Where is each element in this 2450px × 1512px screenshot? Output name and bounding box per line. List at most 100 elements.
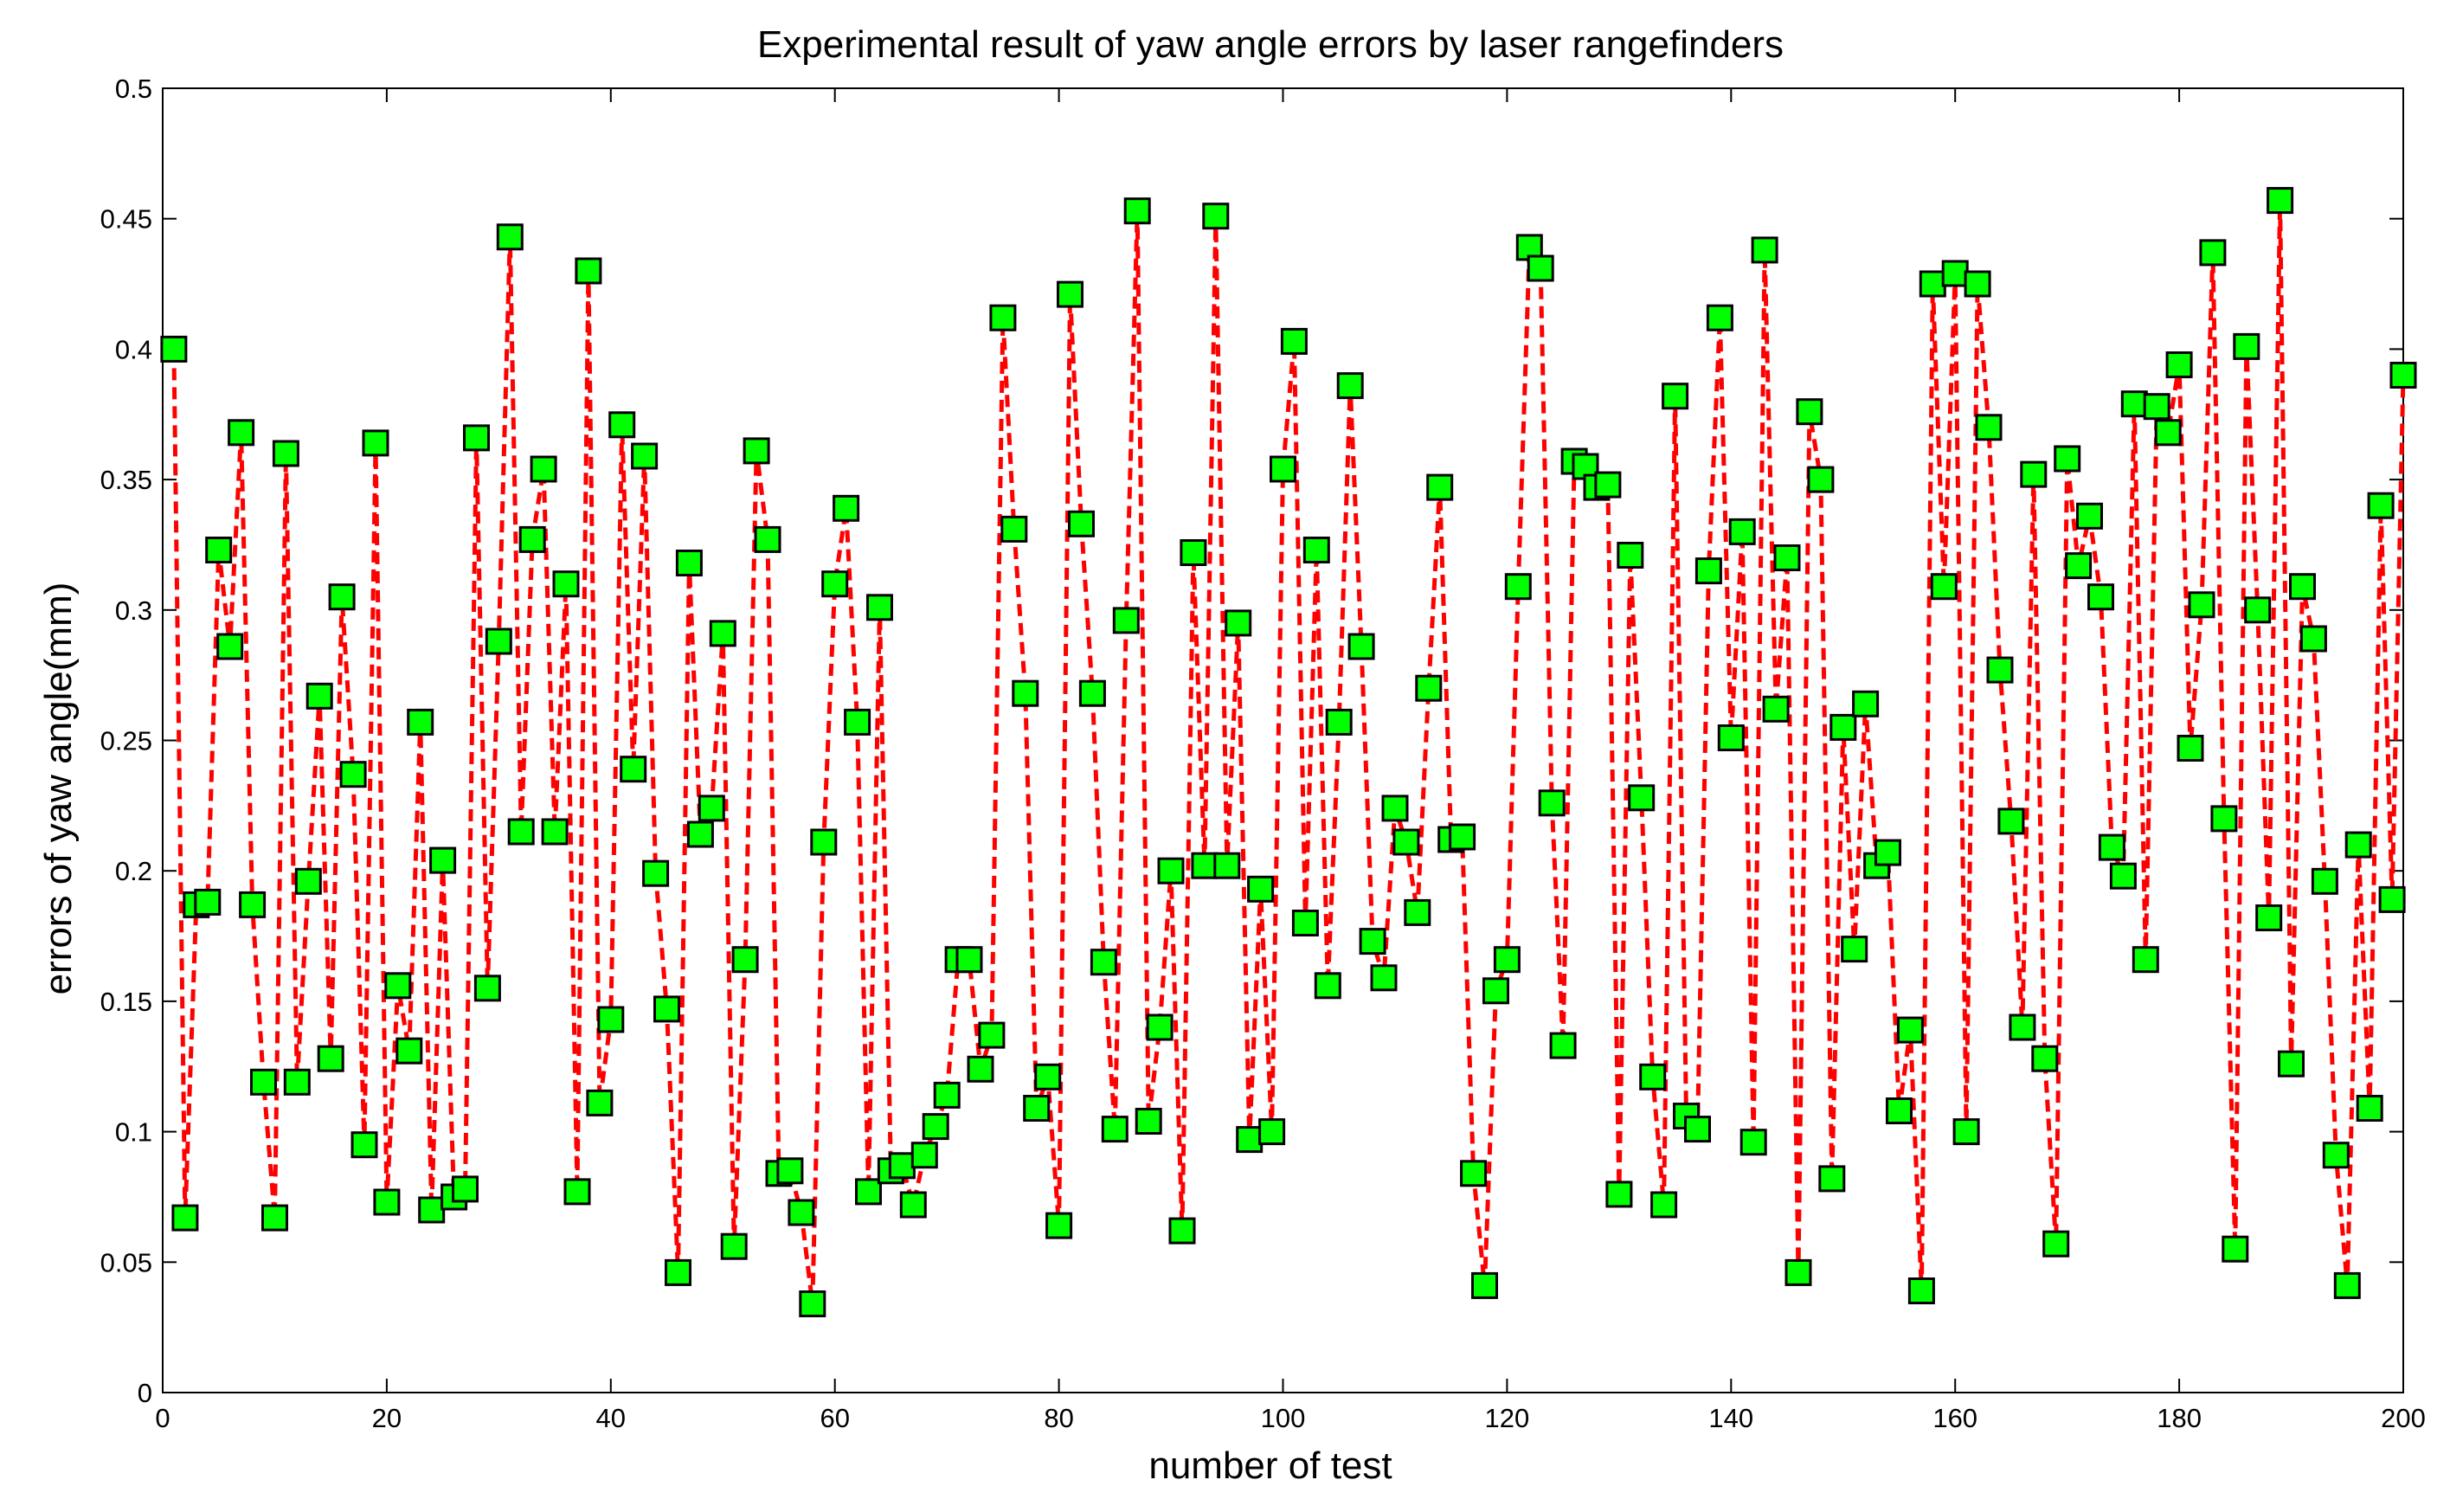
data-point xyxy=(1941,260,1969,287)
data-point xyxy=(1852,690,1880,717)
data-point xyxy=(429,846,457,874)
data-point xyxy=(407,708,434,736)
data-point xyxy=(776,1157,804,1185)
data-point xyxy=(1068,510,1095,537)
y-tick-label: 0.15 xyxy=(100,987,152,1017)
data-point xyxy=(1504,573,1532,601)
data-point xyxy=(1426,473,1454,501)
data-point xyxy=(463,424,490,452)
data-point xyxy=(1874,839,1901,866)
data-point xyxy=(2233,332,2260,360)
x-tick-label: 20 xyxy=(372,1403,402,1433)
data-point xyxy=(2367,492,2395,519)
x-tick-label: 160 xyxy=(1932,1403,1977,1433)
data-point xyxy=(1751,236,1778,264)
x-tick-label: 80 xyxy=(1044,1403,1073,1433)
data-point xyxy=(2042,1230,2070,1258)
y-tick-label: 0.35 xyxy=(100,465,152,495)
data-point xyxy=(1090,949,1117,976)
data-point xyxy=(294,867,322,895)
data-point xyxy=(1639,1063,1667,1091)
data-point xyxy=(1258,1118,1286,1146)
data-point xyxy=(855,1178,882,1206)
x-tick-label: 140 xyxy=(1708,1403,1753,1433)
data-point xyxy=(1986,656,2014,684)
data-point xyxy=(283,1068,311,1096)
y-tick-label: 0.5 xyxy=(115,74,152,104)
data-point xyxy=(1202,203,1230,230)
data-point xyxy=(2031,1045,2059,1072)
data-point xyxy=(1471,1271,1498,1299)
data-point xyxy=(2199,239,2227,267)
data-point xyxy=(1605,1181,1633,1208)
data-point xyxy=(653,995,680,1023)
data-point xyxy=(665,1258,691,1286)
data-point xyxy=(418,1196,446,1224)
data-point xyxy=(563,1178,591,1206)
data-point xyxy=(899,1191,927,1219)
data-point xyxy=(1135,1108,1162,1135)
data-point xyxy=(384,972,412,1000)
data-point xyxy=(2378,885,2406,913)
data-point xyxy=(1415,674,1443,702)
x-axis-title: number of test xyxy=(1148,1444,1392,1487)
data-point xyxy=(1773,544,1801,571)
x-tick-label: 200 xyxy=(2381,1403,2426,1433)
data-point xyxy=(2222,1235,2249,1263)
data-point xyxy=(2333,1271,2361,1299)
data-point xyxy=(1975,414,2003,441)
data-point xyxy=(698,795,725,822)
plot-area: 0 20 40 60 80 100 120 140 160 180 200 0 0.05 0.1 0.15 0… xyxy=(100,74,2426,1433)
data-point xyxy=(631,442,659,470)
data-point xyxy=(1247,875,1275,903)
data-point xyxy=(272,440,299,467)
data-point xyxy=(2299,625,2327,653)
data-point xyxy=(1538,789,1566,817)
data-point xyxy=(1381,795,1409,822)
data-point xyxy=(720,1232,748,1260)
data-point xyxy=(833,494,860,522)
data-point xyxy=(1807,466,1835,493)
data-point xyxy=(2210,805,2238,833)
data-point xyxy=(2267,187,2294,215)
data-point xyxy=(1460,1160,1488,1187)
data-point xyxy=(967,1055,994,1083)
data-point xyxy=(1023,1095,1051,1122)
y-tick-label: 0.1 xyxy=(115,1117,152,1148)
data-point xyxy=(586,1089,614,1116)
data-point xyxy=(373,1188,401,1216)
data-point xyxy=(1684,1116,1711,1143)
data-point xyxy=(922,1113,949,1141)
data-point xyxy=(597,1006,625,1033)
data-point xyxy=(2356,1095,2383,1122)
x-tick-label: 100 xyxy=(1261,1403,1306,1433)
data-point xyxy=(1997,807,2025,835)
data-point xyxy=(1012,679,1039,707)
data-point xyxy=(239,891,267,918)
data-point xyxy=(888,1152,916,1180)
data-point xyxy=(1493,946,1521,974)
y-tick-label: 0.45 xyxy=(100,204,152,235)
data-point xyxy=(160,335,188,363)
data-point xyxy=(1057,280,1084,308)
data-point xyxy=(1213,852,1241,879)
data-point xyxy=(1404,898,1431,926)
data-point xyxy=(1045,1212,1073,1239)
data-point xyxy=(978,1021,1006,1049)
y-tick-label: 0.25 xyxy=(100,726,152,756)
data-point xyxy=(1784,1258,1812,1286)
data-point xyxy=(2289,573,2316,601)
data-point xyxy=(686,820,714,848)
data-point xyxy=(1034,1063,1062,1091)
data-point xyxy=(2132,946,2159,974)
data-point xyxy=(955,946,983,974)
data-point xyxy=(989,304,1017,331)
data-point xyxy=(1270,455,1296,483)
data-point xyxy=(1347,633,1375,660)
data-point xyxy=(1617,542,1644,569)
data-point xyxy=(1314,972,1341,1000)
data-point xyxy=(1168,1217,1196,1245)
data-point xyxy=(1919,270,1946,298)
data-point xyxy=(1930,573,1958,601)
data-point xyxy=(1482,977,1509,1005)
